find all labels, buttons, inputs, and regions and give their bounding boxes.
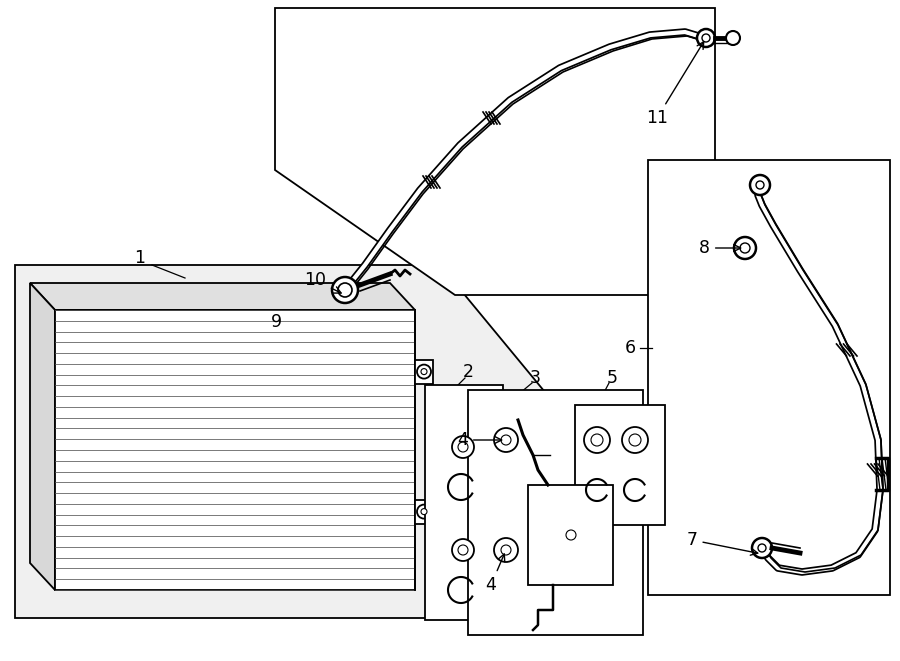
Circle shape bbox=[452, 436, 474, 458]
Bar bbox=[575, 405, 665, 525]
Circle shape bbox=[501, 545, 511, 555]
Text: 5: 5 bbox=[607, 369, 617, 387]
Circle shape bbox=[591, 434, 603, 446]
Circle shape bbox=[752, 538, 772, 558]
Circle shape bbox=[758, 544, 766, 552]
Circle shape bbox=[566, 530, 576, 540]
Text: 11: 11 bbox=[646, 42, 704, 127]
Text: 9: 9 bbox=[271, 313, 282, 331]
Circle shape bbox=[501, 435, 511, 445]
Circle shape bbox=[421, 369, 427, 375]
Circle shape bbox=[726, 31, 740, 45]
Text: 6: 6 bbox=[625, 339, 636, 357]
Bar bbox=[425, 385, 503, 620]
Circle shape bbox=[417, 365, 431, 379]
Text: 4: 4 bbox=[486, 554, 505, 594]
Circle shape bbox=[332, 277, 358, 303]
Polygon shape bbox=[30, 283, 55, 590]
Circle shape bbox=[756, 181, 764, 189]
Circle shape bbox=[421, 508, 427, 515]
Polygon shape bbox=[55, 310, 415, 590]
Text: 8: 8 bbox=[699, 239, 741, 257]
Polygon shape bbox=[30, 283, 415, 310]
Circle shape bbox=[458, 442, 468, 452]
Circle shape bbox=[494, 428, 518, 452]
Polygon shape bbox=[528, 485, 613, 585]
Circle shape bbox=[417, 504, 431, 519]
Text: 3: 3 bbox=[529, 369, 541, 387]
Polygon shape bbox=[415, 500, 433, 524]
Circle shape bbox=[338, 283, 352, 297]
Text: 10: 10 bbox=[304, 271, 341, 293]
Polygon shape bbox=[275, 8, 715, 295]
Polygon shape bbox=[15, 265, 630, 618]
Bar bbox=[648, 160, 890, 595]
Text: 1: 1 bbox=[134, 249, 146, 267]
Bar bbox=[468, 390, 643, 635]
Text: 4: 4 bbox=[457, 431, 501, 449]
Polygon shape bbox=[415, 360, 433, 383]
Text: 7: 7 bbox=[687, 531, 758, 555]
Circle shape bbox=[740, 243, 750, 253]
Circle shape bbox=[629, 434, 641, 446]
Circle shape bbox=[584, 427, 610, 453]
Circle shape bbox=[734, 237, 756, 259]
Circle shape bbox=[750, 175, 770, 195]
Text: 2: 2 bbox=[463, 363, 473, 381]
Circle shape bbox=[622, 427, 648, 453]
Circle shape bbox=[494, 538, 518, 562]
Circle shape bbox=[697, 29, 715, 47]
Circle shape bbox=[452, 539, 474, 561]
Circle shape bbox=[458, 545, 468, 555]
Circle shape bbox=[702, 34, 710, 42]
